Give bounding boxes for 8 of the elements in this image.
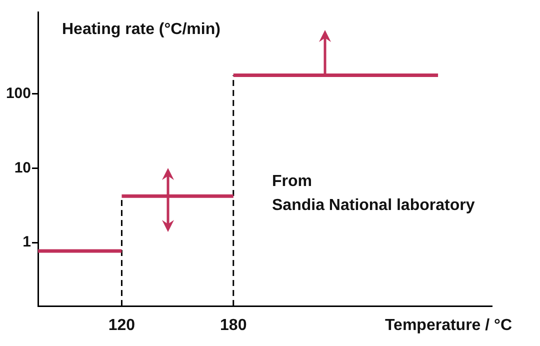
y-tick-label: 1 <box>22 234 31 251</box>
y-axis-title: Heating rate (°C/min) <box>62 20 220 40</box>
y-tick-label: 100 <box>6 84 31 102</box>
y-tick-label: 10 <box>14 159 31 176</box>
annotation: From Sandia National laboratory <box>272 172 475 216</box>
x-tick-label: 120 <box>108 317 136 334</box>
x-tick-label: 180 <box>220 317 247 334</box>
x-axis-title: Temperature / °C <box>384 316 512 336</box>
